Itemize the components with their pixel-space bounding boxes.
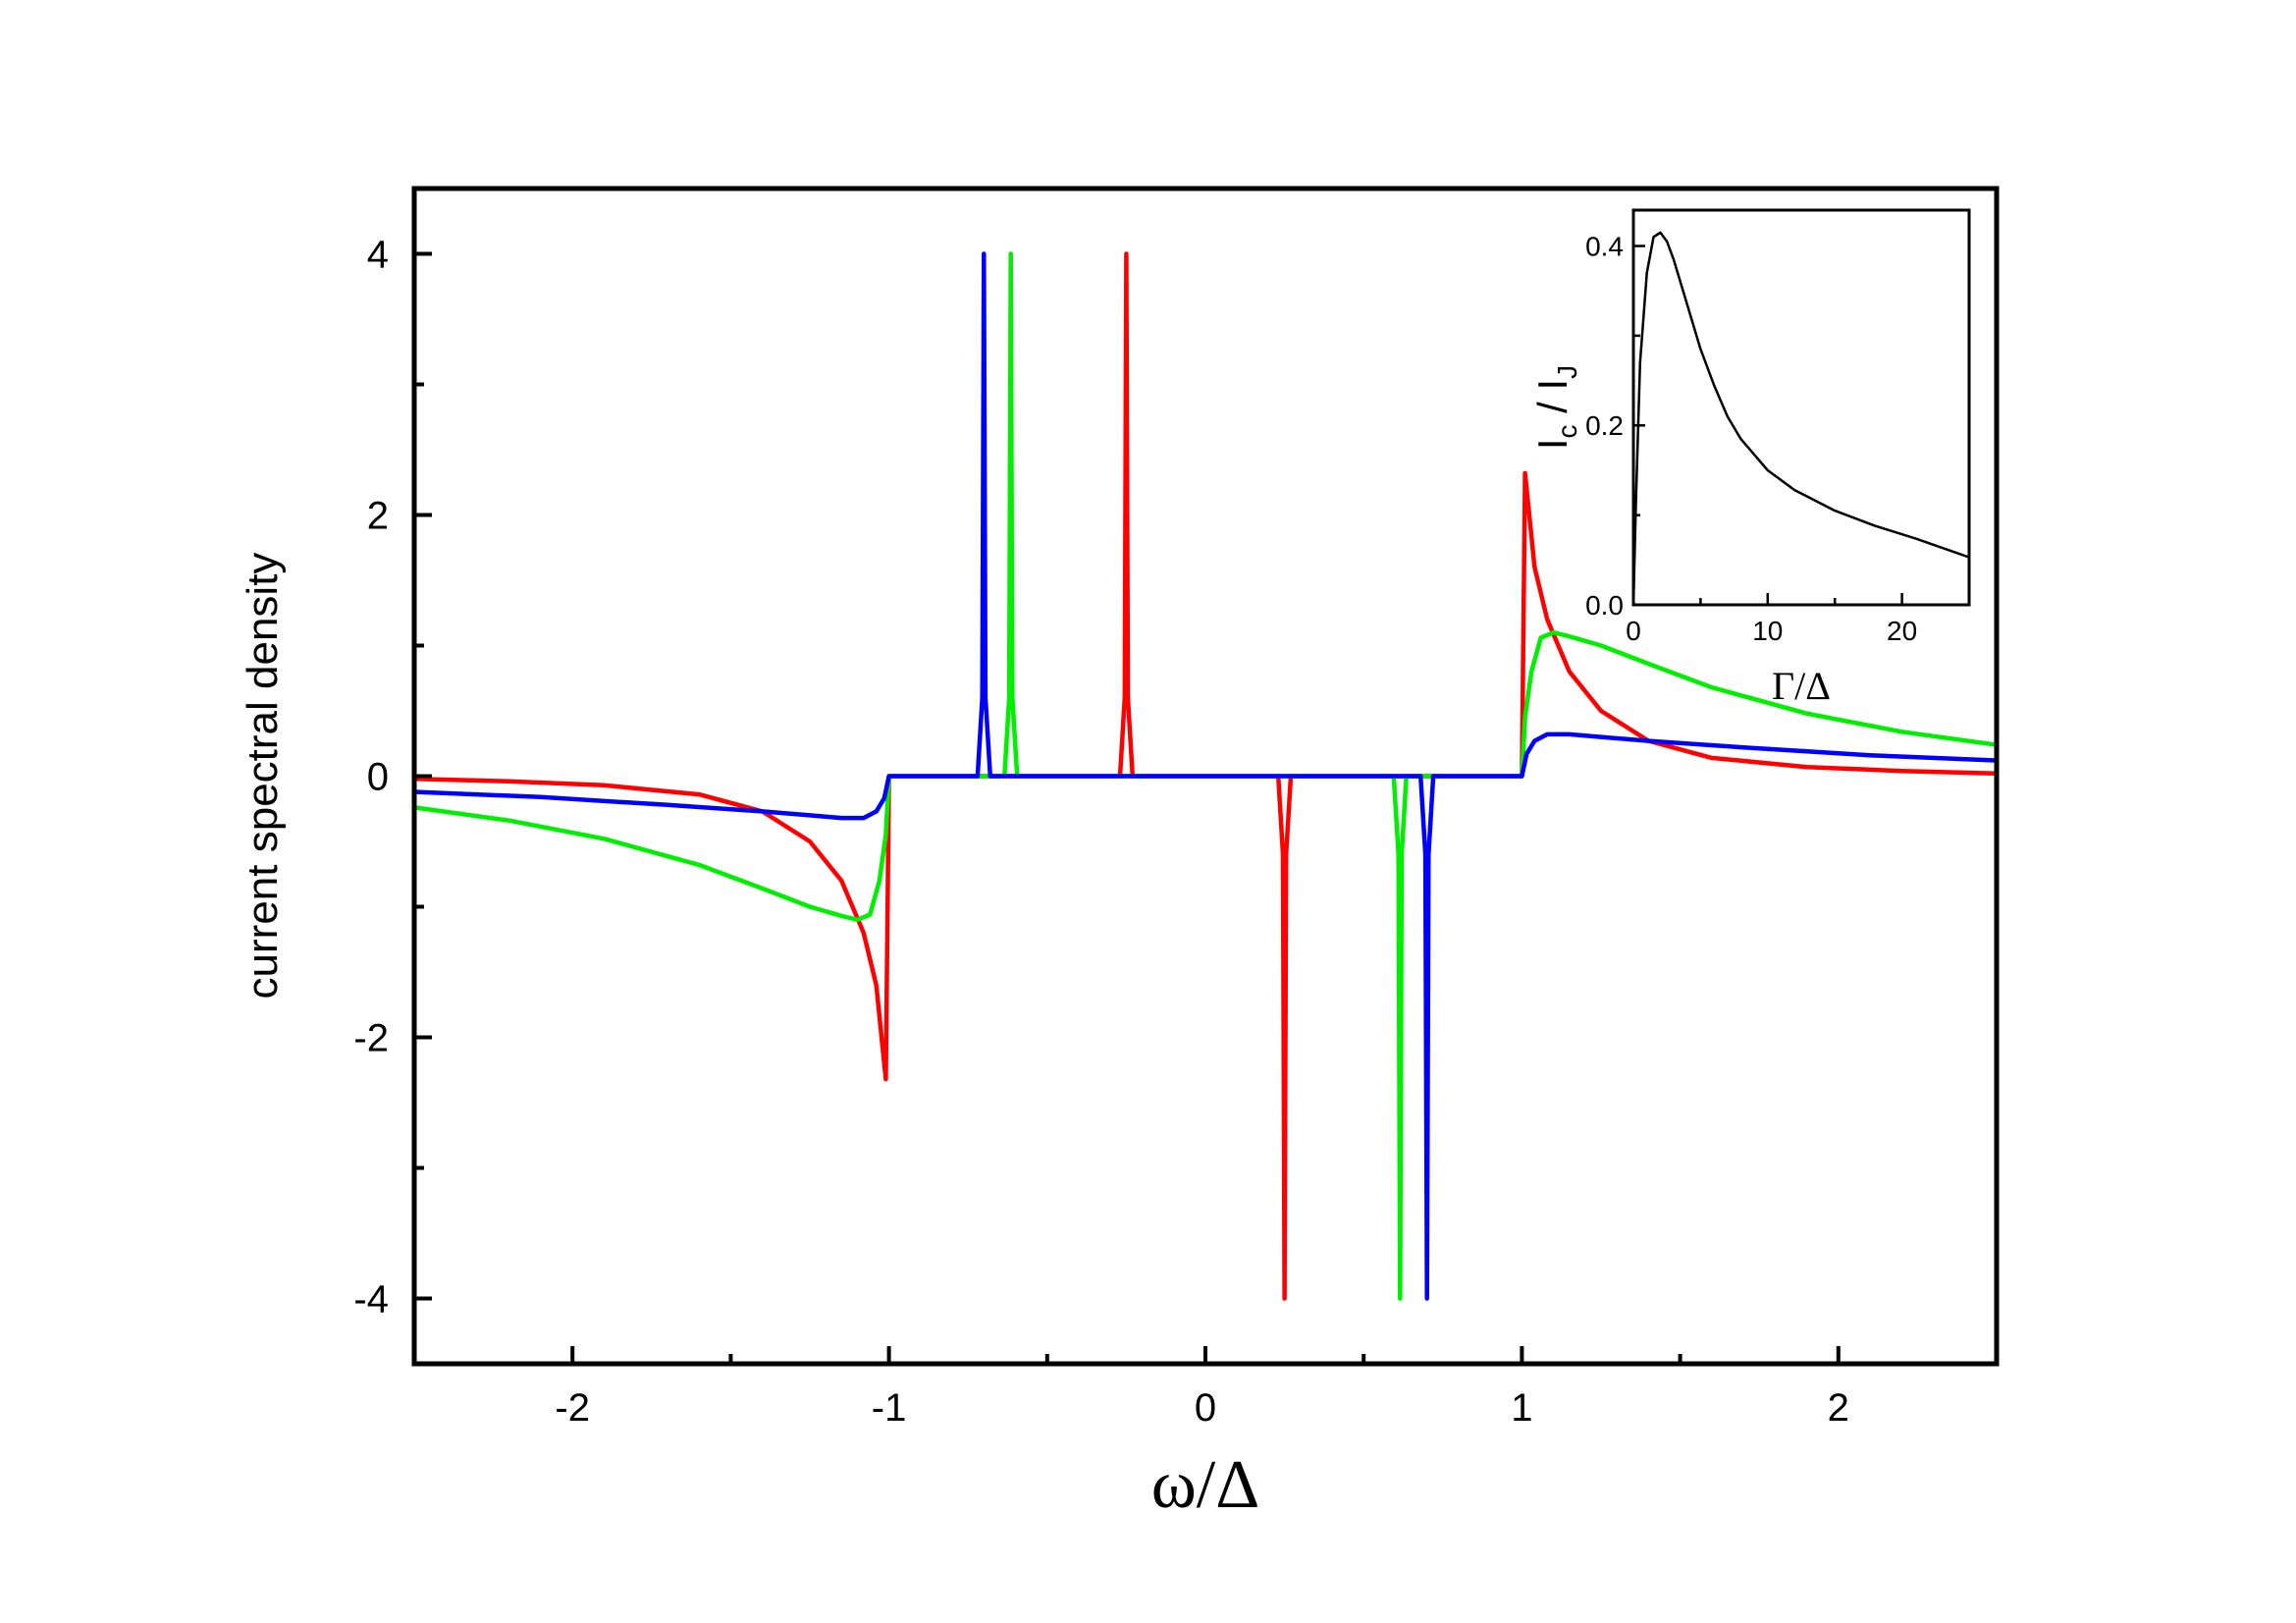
inset-x-tick-label: 10 <box>1752 616 1783 646</box>
main-x-tick-label: 2 <box>1828 1386 1849 1430</box>
main-y-tick-label: -4 <box>353 1278 389 1322</box>
inset-x-axis-label: Γ/Δ <box>1772 664 1831 708</box>
inset-y-label-main2: I <box>1529 379 1575 391</box>
inset-series-line-0 <box>1633 231 1969 605</box>
inset-y-tick-label: 0.2 <box>1585 410 1624 441</box>
inset-series-group <box>1633 231 1969 605</box>
main-y-tick-label: 2 <box>367 495 389 538</box>
inset-y-tick-label: 0.4 <box>1585 231 1624 261</box>
main-y-tick-label: 0 <box>367 756 389 799</box>
inset-y-label-main: I <box>1529 439 1575 451</box>
inset-axis-ticks: 0 10 20 0.0 0.2 0.4 <box>1585 231 1971 646</box>
main-x-axis-label: ω/Δ <box>1151 1447 1260 1523</box>
inset-y-label-sub2: J <box>1552 365 1582 379</box>
main-y-tick-label: -2 <box>353 1017 389 1060</box>
main-axis-ticks: -2 -1 0 1 2 -4 -2 0 2 4 <box>353 234 1999 1430</box>
inset-y-label-sep: / <box>1529 390 1575 424</box>
main-y-axis-label: current spectral density <box>239 553 287 1000</box>
inset-plot: 0 10 200.00.20.4 Ic / IJ Γ/Δ <box>1529 208 1971 708</box>
main-x-tick-label: 1 <box>1511 1386 1532 1430</box>
main-x-tick-label: -2 <box>555 1386 590 1430</box>
main-x-tick-label: -1 <box>872 1386 907 1430</box>
inset-x-tick-label: 0 <box>1626 616 1641 646</box>
inset-x-tick-label: 20 <box>1887 616 1917 646</box>
main-series-group <box>414 251 1997 1301</box>
inset-background <box>1633 210 1969 605</box>
inset-y-axis-label: Ic / IJ <box>1529 365 1582 450</box>
main-series-line-2 <box>414 251 1997 1301</box>
inset-y-label-sub: c <box>1552 425 1582 439</box>
main-x-tick-label: 0 <box>1195 1386 1216 1430</box>
inset-y-tick-label: 0.0 <box>1585 590 1624 621</box>
main-y-tick-label: 4 <box>367 234 389 277</box>
inset-plot-frame <box>1631 208 1971 607</box>
